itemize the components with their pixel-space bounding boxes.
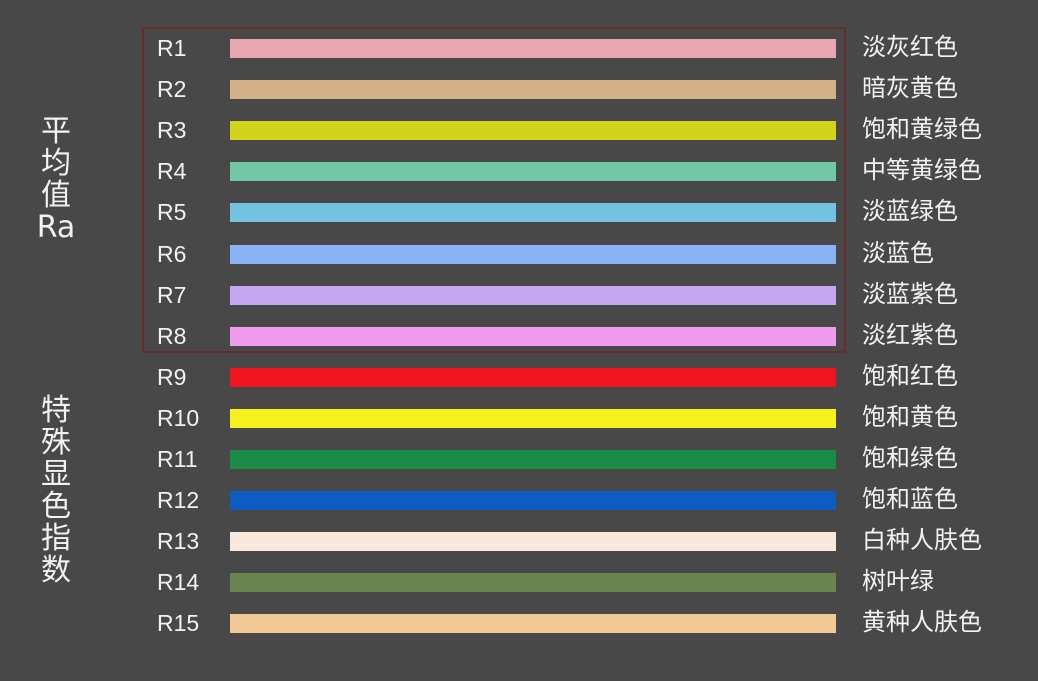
color-row-r9: R9 饱和红色 xyxy=(0,357,1038,398)
color-bar xyxy=(230,614,836,634)
row-code: R5 xyxy=(157,199,187,226)
color-row-r1: R1 淡灰红色 xyxy=(0,28,1038,69)
color-bar xyxy=(230,285,836,305)
color-row-r15: R15 黄种人肤色 xyxy=(0,603,1038,644)
color-bar xyxy=(230,532,836,552)
ra-group-frame xyxy=(142,27,846,353)
color-bar xyxy=(230,121,836,141)
color-bar xyxy=(230,39,836,58)
row-color-name: 饱和红色 xyxy=(862,361,958,390)
color-bar xyxy=(230,450,836,469)
color-row-r5: R5 淡蓝绿色 xyxy=(0,192,1038,233)
row-code: R3 xyxy=(157,117,187,144)
row-color-name: 淡灰红色 xyxy=(862,33,958,61)
row-color-name: 饱和黄色 xyxy=(862,402,958,431)
color-row-r2: R2 暗灰黄色 xyxy=(0,69,1038,110)
color-row-r6: R6 淡蓝色 xyxy=(0,234,1038,275)
row-code: R7 xyxy=(157,281,187,308)
row-color-name: 饱和绿色 xyxy=(862,444,958,472)
row-code: R9 xyxy=(157,363,187,390)
color-row-r4: R4 中等黄绿色 xyxy=(0,151,1038,192)
color-row-r11: R11 饱和绿色 xyxy=(0,439,1038,480)
color-bar xyxy=(230,491,836,511)
row-color-name: 树叶绿 xyxy=(862,567,934,596)
color-bar xyxy=(230,80,836,100)
row-code: R8 xyxy=(157,322,187,349)
row-color-name: 淡红紫色 xyxy=(862,320,958,349)
group-label-special-index: 特殊显色指数 xyxy=(41,393,71,588)
row-code: R11 xyxy=(157,446,198,472)
color-bar xyxy=(230,573,836,593)
color-row-r12: R12 饱和蓝色 xyxy=(0,480,1038,521)
color-bar xyxy=(230,162,836,182)
row-code: R12 xyxy=(157,487,200,514)
color-row-r3: R3 饱和黄绿色 xyxy=(0,110,1038,151)
color-row-r7: R7 淡蓝紫色 xyxy=(0,275,1038,316)
row-color-name: 淡蓝绿色 xyxy=(862,197,958,226)
row-code: R14 xyxy=(157,569,200,596)
row-code: R2 xyxy=(157,76,187,103)
row-code: R4 xyxy=(157,158,187,185)
row-color-name: 饱和蓝色 xyxy=(862,485,958,514)
row-code: R6 xyxy=(157,240,187,267)
row-code: R10 xyxy=(157,404,200,431)
row-color-name: 饱和黄绿色 xyxy=(862,115,982,144)
row-color-name: 黄种人肤色 xyxy=(862,608,982,637)
color-bar xyxy=(230,203,836,223)
row-code: R13 xyxy=(157,528,200,555)
color-row-r10: R10 饱和黄色 xyxy=(0,398,1038,439)
color-bar xyxy=(230,367,836,387)
row-color-name: 白种人肤色 xyxy=(862,526,982,555)
color-row-r13: R13 白种人肤色 xyxy=(0,521,1038,562)
color-bar xyxy=(230,408,836,428)
row-color-name: 淡蓝色 xyxy=(862,238,934,267)
row-color-name: 淡蓝紫色 xyxy=(862,279,958,308)
row-code: R15 xyxy=(157,610,200,637)
color-bar xyxy=(230,244,836,264)
row-color-name: 暗灰黄色 xyxy=(862,74,958,103)
color-row-r14: R14 树叶绿 xyxy=(0,562,1038,603)
row-code: R1 xyxy=(157,35,187,61)
group-label-average-ra: 平均值Ra xyxy=(36,114,76,245)
row-color-name: 中等黄绿色 xyxy=(862,156,982,185)
color-row-r8: R8 淡红紫色 xyxy=(0,316,1038,357)
color-bar xyxy=(230,326,836,346)
